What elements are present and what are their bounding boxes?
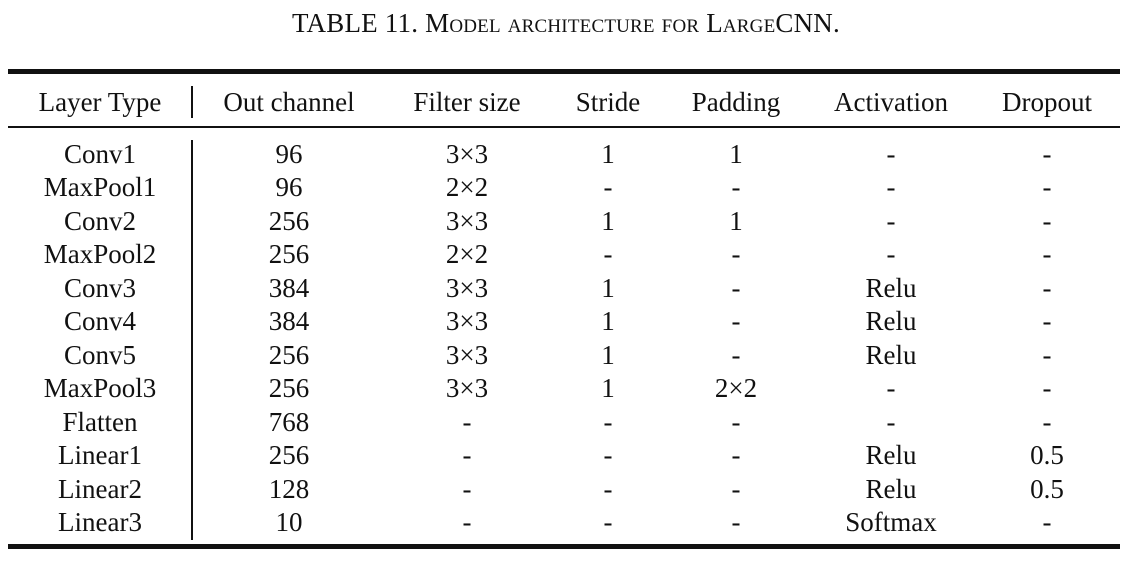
table-cell: - xyxy=(1042,340,1052,370)
table-cell: 0.5 xyxy=(1030,474,1064,504)
table-cell: - xyxy=(1042,239,1052,269)
header-rule xyxy=(8,126,1120,128)
table-cell: Conv5 xyxy=(63,340,137,370)
table-cell: 1 xyxy=(601,373,615,403)
table-cell: 2×2 xyxy=(714,373,758,403)
column-header: Filter size xyxy=(413,87,521,117)
column-header: Dropout xyxy=(1002,87,1092,117)
table-cell: MaxPool1 xyxy=(43,172,157,202)
table-cell: - xyxy=(731,440,741,470)
table-cell: - xyxy=(1042,373,1052,403)
table-cell: 2×2 xyxy=(445,239,489,269)
table-cell: Linear2 xyxy=(58,474,142,504)
bottom-rule xyxy=(8,544,1120,549)
header-column-separator xyxy=(191,86,193,118)
table-cell: MaxPool2 xyxy=(43,239,157,269)
table-cell: 1 xyxy=(601,273,615,303)
table-cell: Linear3 xyxy=(58,507,142,537)
table-cell: - xyxy=(603,407,613,437)
table-cell: 1 xyxy=(729,206,743,236)
table-cell: Conv2 xyxy=(63,206,137,236)
table-cell: - xyxy=(1042,172,1052,202)
table-cell: - xyxy=(1042,306,1052,336)
column-header: Layer Type xyxy=(38,87,162,117)
table-cell: 1 xyxy=(601,340,615,370)
table-cell: Flatten xyxy=(62,407,138,437)
table-cell: - xyxy=(731,474,741,504)
column-header: Padding xyxy=(691,87,781,117)
column-header: Activation xyxy=(834,87,948,117)
column-header: Out channel xyxy=(223,87,355,117)
table-cell: - xyxy=(603,474,613,504)
table-cell: 128 xyxy=(268,474,310,504)
table-cell: 1 xyxy=(601,139,615,169)
top-rule xyxy=(8,69,1120,74)
table-cell: - xyxy=(886,239,896,269)
table-cell: - xyxy=(462,440,472,470)
table-cell: 256 xyxy=(268,440,310,470)
caption-title: Model architecture for LargeCNN. xyxy=(425,8,840,38)
table-cell: Relu xyxy=(865,273,917,303)
table-cell: 3×3 xyxy=(445,306,489,336)
table-cell: - xyxy=(462,474,472,504)
table-cell: 2×2 xyxy=(445,172,489,202)
table-cell: 0.5 xyxy=(1030,440,1064,470)
table-cell: 256 xyxy=(268,340,310,370)
table-cell: - xyxy=(731,407,741,437)
table-cell: - xyxy=(731,239,741,269)
table-cell: Conv1 xyxy=(63,139,137,169)
table-cell: 256 xyxy=(268,373,310,403)
table-cell: 3×3 xyxy=(445,373,489,403)
table-cell: - xyxy=(1042,206,1052,236)
table-cell: Relu xyxy=(865,340,917,370)
table-cell: 1 xyxy=(601,306,615,336)
table-cell: 10 xyxy=(275,507,303,537)
table-cell: 384 xyxy=(268,306,310,336)
table-cell: 384 xyxy=(268,273,310,303)
table-caption: TABLE 11. Model architecture for LargeCN… xyxy=(0,8,1132,39)
table-cell: 1 xyxy=(601,206,615,236)
table-cell: - xyxy=(603,239,613,269)
column-header: Stride xyxy=(575,87,641,117)
table-cell: 768 xyxy=(268,407,310,437)
table-cell: - xyxy=(603,507,613,537)
table-cell: - xyxy=(886,206,896,236)
table-cell: - xyxy=(731,306,741,336)
table-cell: - xyxy=(462,507,472,537)
caption-label: TABLE 11. xyxy=(292,8,419,38)
table-cell: - xyxy=(1042,507,1052,537)
table-cell: - xyxy=(603,440,613,470)
table-cell: Conv3 xyxy=(63,273,137,303)
table-cell: 96 xyxy=(275,172,303,202)
table-cell: - xyxy=(886,407,896,437)
table-cell: - xyxy=(731,507,741,537)
table-cell: 256 xyxy=(268,206,310,236)
table-cell: - xyxy=(1042,139,1052,169)
table-cell: - xyxy=(462,407,472,437)
table-cell: - xyxy=(1042,273,1052,303)
table-cell: Linear1 xyxy=(58,440,142,470)
table-cell: 1 xyxy=(729,139,743,169)
table-cell: 3×3 xyxy=(445,139,489,169)
table-cell: - xyxy=(731,172,741,202)
table-cell: 3×3 xyxy=(445,340,489,370)
table-cell: Relu xyxy=(865,440,917,470)
table-cell: MaxPool3 xyxy=(43,373,157,403)
table-cell: - xyxy=(603,172,613,202)
table-cell: - xyxy=(731,273,741,303)
body-column-separator xyxy=(191,140,193,540)
table-cell: Relu xyxy=(865,474,917,504)
table-cell: - xyxy=(1042,407,1052,437)
table-cell: 256 xyxy=(268,239,310,269)
table-cell: - xyxy=(731,340,741,370)
table-cell: - xyxy=(886,139,896,169)
table-cell: 3×3 xyxy=(445,273,489,303)
table-cell: 96 xyxy=(275,139,303,169)
table-cell: Softmax xyxy=(845,507,937,537)
table-cell: - xyxy=(886,172,896,202)
table-cell: Relu xyxy=(865,306,917,336)
table-cell: Conv4 xyxy=(63,306,137,336)
table-cell: - xyxy=(886,373,896,403)
table-cell: 3×3 xyxy=(445,206,489,236)
